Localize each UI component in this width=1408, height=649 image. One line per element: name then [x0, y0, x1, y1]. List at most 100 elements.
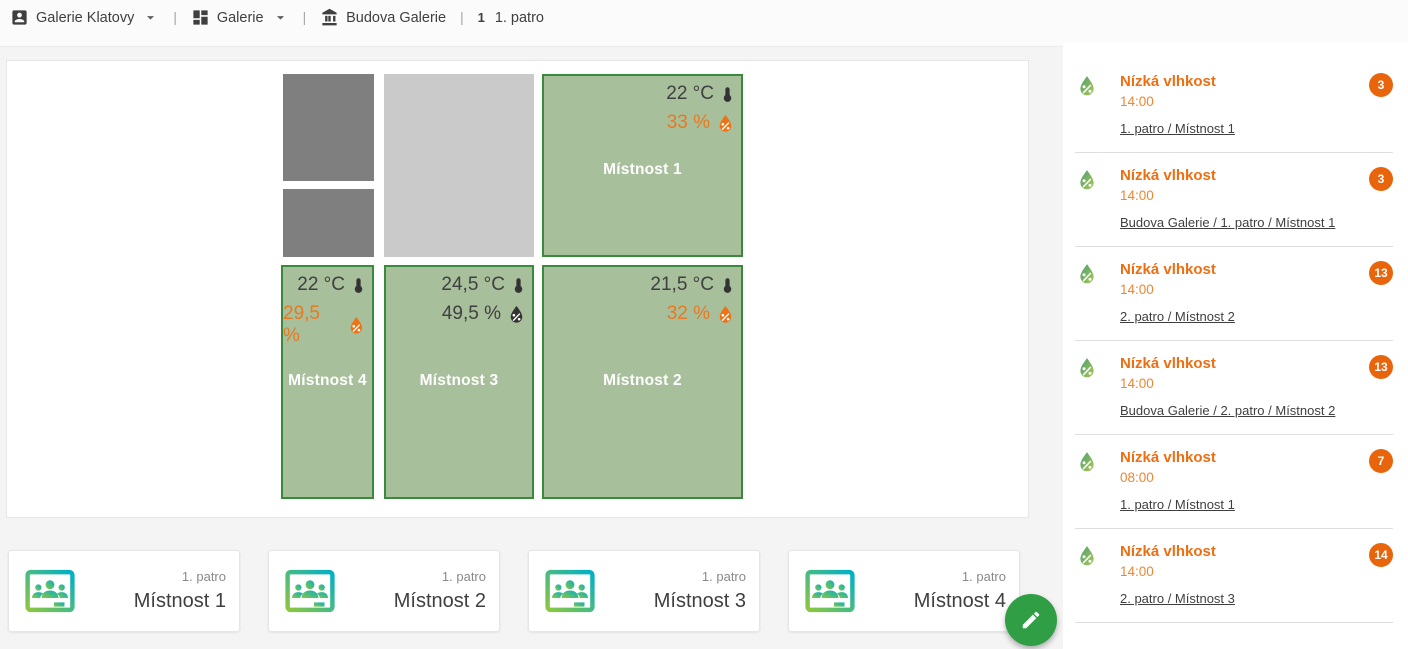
thermometer-icon [719, 272, 736, 298]
notification-count-badge: 14 [1369, 543, 1393, 567]
temperature-reading: 22 °C [666, 81, 736, 107]
room-name-label: Místnost 1 [603, 161, 682, 178]
notification-time: 14:00 [1120, 564, 1154, 579]
notification-title: Nízká vlhkost [1120, 167, 1216, 184]
dashboard-icon [191, 8, 210, 27]
humidity-drop-icon [715, 113, 736, 134]
thermometer-icon [510, 272, 527, 298]
notification-item: Nízká vlhkost 14:00 13 2. patro / Místno… [1063, 247, 1408, 341]
breadcrumb-item-site[interactable]: Galerie Klatovy [10, 8, 159, 27]
room-card-text: 1. patro Místnost 1 [134, 569, 226, 613]
room-card-floor: 1. patro [441, 569, 486, 584]
notification-texts: Nízká vlhkost 14:00 [1120, 355, 1216, 391]
floorplan-area-light [384, 74, 534, 257]
humidity-value: 49,5 % [441, 303, 501, 324]
breadcrumb-view-label: Galerie [216, 9, 264, 26]
room-card-floor: 1. patro [181, 569, 226, 584]
room-name-label: Místnost 2 [603, 372, 682, 389]
notification-title: Nízká vlhkost [1120, 355, 1216, 372]
chevron-down-icon[interactable] [142, 9, 159, 26]
notification-texts: Nízká vlhkost 14:00 [1120, 543, 1216, 579]
breadcrumb-floor-label: 1. patro [494, 9, 544, 26]
humidity-drop-icon [715, 304, 736, 325]
notification-location-link[interactable]: Budova Galerie / 2. patro / Místnost 2 [1120, 403, 1336, 418]
pencil-icon [1020, 609, 1042, 631]
edit-fab-button[interactable] [1005, 594, 1057, 646]
chevron-down-icon[interactable] [272, 9, 289, 26]
notification-title: Nízká vlhkost [1120, 261, 1216, 278]
breadcrumb-item-building[interactable]: Budova Galerie [320, 8, 446, 27]
room-card-text: 1. patro Místnost 4 [914, 569, 1006, 613]
notification-time: 14:00 [1120, 94, 1154, 109]
humidity-drop-gradient-icon [1075, 74, 1099, 98]
humidity-value: 32 % [666, 303, 710, 324]
temperature-reading: 24,5 °C [441, 272, 527, 298]
floor-number-icon: 1 [477, 10, 485, 25]
humidity-reading: 49,5 % [442, 303, 527, 325]
temperature-value: 22 °C [297, 274, 345, 295]
room-stats: 21,5 °C 32 % [650, 272, 736, 325]
breadcrumb-item-view[interactable]: Galerie [191, 8, 289, 27]
divider [1075, 152, 1393, 153]
notification-location-link[interactable]: 2. patro / Místnost 2 [1120, 309, 1235, 324]
classroom-icon [802, 563, 858, 619]
room-mistnost-1[interactable]: 22 °C 33 % Místnost 1 [542, 74, 743, 257]
notification-location-link[interactable]: 2. patro / Místnost 3 [1120, 591, 1235, 606]
room-card-name: Místnost 4 [913, 590, 1006, 612]
breadcrumb-item-floor[interactable]: 1 1. patro [478, 10, 544, 26]
floorplan-area-dark-1 [283, 74, 374, 181]
room-card-mistnost-3[interactable]: 1. patro Místnost 3 [528, 550, 760, 632]
humidity-value: 29,5 % [283, 303, 320, 346]
humidity-value: 33 % [666, 112, 710, 133]
notification-texts: Nízká vlhkost 14:00 [1120, 73, 1216, 109]
classroom-icon [22, 563, 78, 619]
room-mistnost-3[interactable]: 24,5 °C 49,5 % Místnost 3 [384, 265, 534, 499]
notification-count-badge: 13 [1369, 261, 1393, 285]
notifications-panel: Nízká vlhkost 14:00 3 1. patro / Místnos… [1063, 43, 1408, 649]
room-card-mistnost-2[interactable]: 1. patro Místnost 2 [268, 550, 500, 632]
room-mistnost-4[interactable]: 22 °C 29,5 % Místnost 4 [281, 265, 374, 499]
humidity-drop-icon [346, 315, 367, 336]
room-card-mistnost-1[interactable]: 1. patro Místnost 1 [8, 550, 240, 632]
room-mistnost-2[interactable]: 21,5 °C 32 % Místnost 2 [542, 265, 743, 499]
room-stats: 22 °C 29,5 % [283, 272, 367, 347]
temperature-reading: 22 °C [297, 272, 367, 298]
floorplan-area-dark-2 [283, 189, 374, 257]
humidity-reading: 29,5 % [283, 303, 367, 347]
room-card-floor: 1. patro [701, 569, 746, 584]
notification-title: Nízká vlhkost [1120, 73, 1216, 90]
breadcrumb: Galerie Klatovy | Galerie | Budova Galer… [0, 0, 1408, 27]
room-card-text: 1. patro Místnost 2 [394, 569, 486, 613]
humidity-reading: 33 % [667, 112, 736, 134]
room-card-name: Místnost 3 [653, 590, 746, 612]
notification-item: Nízká vlhkost 14:00 14 2. patro / Místno… [1063, 529, 1408, 623]
classroom-icon [542, 563, 598, 619]
room-card-mistnost-4[interactable]: 1. patro Místnost 4 [788, 550, 1020, 632]
notification-title: Nízká vlhkost [1120, 543, 1216, 560]
notification-location-link[interactable]: Budova Galerie / 1. patro / Místnost 1 [1120, 215, 1336, 230]
breadcrumb-bar: Galerie Klatovy | Galerie | Budova Galer… [0, 0, 1408, 47]
notification-location-link[interactable]: 1. patro / Místnost 1 [1120, 497, 1235, 512]
notification-texts: Nízká vlhkost 14:00 [1120, 261, 1216, 297]
humidity-drop-gradient-icon [1075, 356, 1099, 380]
notification-texts: Nízká vlhkost 14:00 [1120, 167, 1216, 203]
temperature-value: 24,5 °C [441, 274, 505, 295]
divider [1075, 340, 1393, 341]
notification-count-badge: 3 [1369, 73, 1393, 97]
classroom-icon [282, 563, 338, 619]
humidity-drop-gradient-icon [1075, 544, 1099, 568]
room-stats: 24,5 °C 49,5 % [441, 272, 527, 325]
temperature-value: 21,5 °C [650, 274, 714, 295]
thermometer-icon [350, 272, 367, 298]
notification-item: Nízká vlhkost 14:00 13 Budova Galerie / … [1063, 341, 1408, 435]
divider [1075, 528, 1393, 529]
notification-item: Nízká vlhkost 14:00 3 Budova Galerie / 1… [1063, 153, 1408, 247]
humidity-drop-gradient-icon [1075, 168, 1099, 192]
room-name-label: Místnost 4 [288, 372, 367, 389]
room-name-label: Místnost 3 [419, 372, 499, 389]
notification-time: 08:00 [1120, 470, 1154, 485]
divider [1075, 622, 1393, 623]
breadcrumb-separator: | [302, 10, 307, 25]
notification-location-link[interactable]: 1. patro / Místnost 1 [1120, 121, 1235, 136]
notification-time: 14:00 [1120, 376, 1154, 391]
